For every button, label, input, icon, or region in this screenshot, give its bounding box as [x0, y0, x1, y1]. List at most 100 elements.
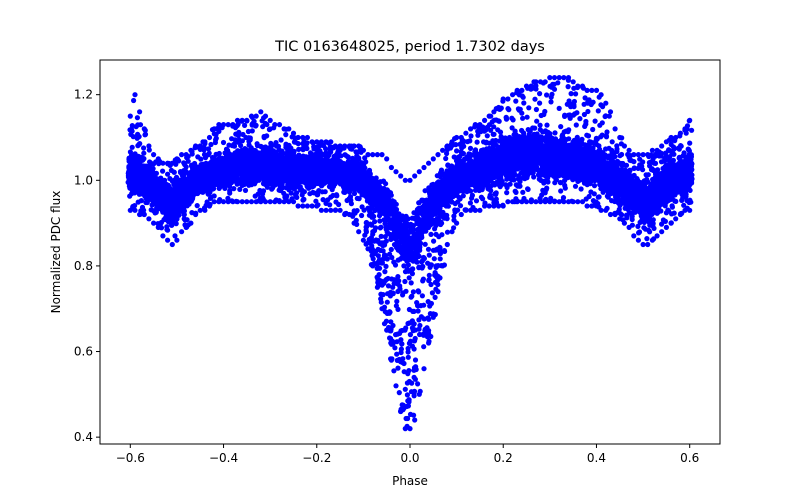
data-point [290, 130, 297, 136]
data-point [172, 202, 178, 208]
data-point [397, 214, 403, 220]
data-point [363, 241, 369, 247]
data-point [382, 269, 388, 275]
data-point [141, 126, 147, 132]
data-point [201, 144, 207, 150]
data-point [151, 161, 157, 167]
data-point [389, 254, 395, 261]
data-point [244, 199, 250, 205]
data-point [253, 113, 259, 119]
data-point [220, 139, 227, 146]
data-point [165, 171, 171, 177]
data-point [377, 265, 383, 271]
data-point [368, 235, 374, 241]
data-point [378, 278, 384, 284]
data-point [142, 132, 148, 138]
data-point [141, 150, 147, 156]
data-point [359, 212, 365, 219]
data-point [205, 152, 211, 158]
data-point [382, 277, 388, 284]
data-point [322, 189, 328, 195]
data-point [209, 184, 215, 190]
data-point [295, 141, 301, 147]
data-point [369, 243, 375, 249]
data-point [373, 183, 379, 189]
data-point [281, 126, 287, 132]
data-point [193, 211, 199, 218]
data-point [234, 117, 241, 123]
data-point [183, 152, 189, 158]
data-point [386, 310, 392, 316]
data-point [200, 188, 206, 194]
data-point [135, 199, 141, 205]
data-point [146, 147, 152, 153]
data-point [158, 186, 164, 193]
data-point [382, 242, 388, 248]
data-point [327, 202, 333, 208]
data-point [384, 299, 390, 305]
data-point [386, 225, 393, 231]
data-point [194, 203, 200, 209]
data-point [195, 187, 201, 193]
data-point [354, 195, 360, 201]
data-point [342, 211, 348, 218]
data-point [160, 160, 166, 166]
data-point [267, 117, 273, 123]
data-point [373, 248, 379, 254]
data-point [202, 139, 208, 145]
data-point [342, 143, 348, 149]
data-point [158, 219, 164, 226]
data-point [153, 170, 159, 176]
data-point [151, 152, 157, 158]
data-point [158, 178, 164, 184]
data-point [318, 207, 324, 213]
data-point [344, 197, 350, 204]
data-point [281, 199, 287, 205]
data-point [216, 199, 222, 205]
data-point [378, 186, 384, 192]
data-point [388, 289, 394, 295]
data-point [248, 113, 255, 119]
data-point [304, 140, 310, 146]
data-point [202, 207, 208, 213]
data-point [363, 229, 369, 235]
data-point [242, 122, 248, 128]
data-point [368, 191, 374, 197]
data-point [348, 201, 354, 207]
data-point [290, 150, 297, 157]
data-point [267, 199, 273, 205]
data-point [232, 125, 239, 131]
data-point [395, 365, 401, 371]
data-point [336, 201, 342, 208]
data-point [394, 298, 400, 304]
data-point [272, 199, 278, 205]
data-point [222, 185, 228, 191]
data-point [311, 169, 318, 175]
data-point [392, 345, 398, 351]
data-point [393, 383, 399, 389]
data-point [387, 335, 393, 341]
data-point [174, 237, 180, 243]
data-point [272, 122, 278, 128]
data-point [393, 169, 399, 175]
data-point [317, 148, 323, 154]
data-point [323, 139, 329, 145]
data-point [206, 203, 213, 209]
data-point [130, 134, 136, 140]
data-point [158, 225, 165, 231]
data-point [359, 204, 365, 210]
data-point [127, 113, 133, 119]
data-point [192, 160, 198, 167]
data-point [384, 256, 390, 262]
data-point [238, 142, 244, 149]
data-point [387, 190, 394, 196]
data-point [377, 179, 383, 185]
data-point [146, 143, 152, 149]
data-point [247, 135, 253, 141]
data-point [370, 263, 376, 269]
data-point [126, 181, 132, 187]
data-point [270, 148, 276, 154]
data-point [262, 199, 269, 205]
data-point [149, 168, 155, 174]
